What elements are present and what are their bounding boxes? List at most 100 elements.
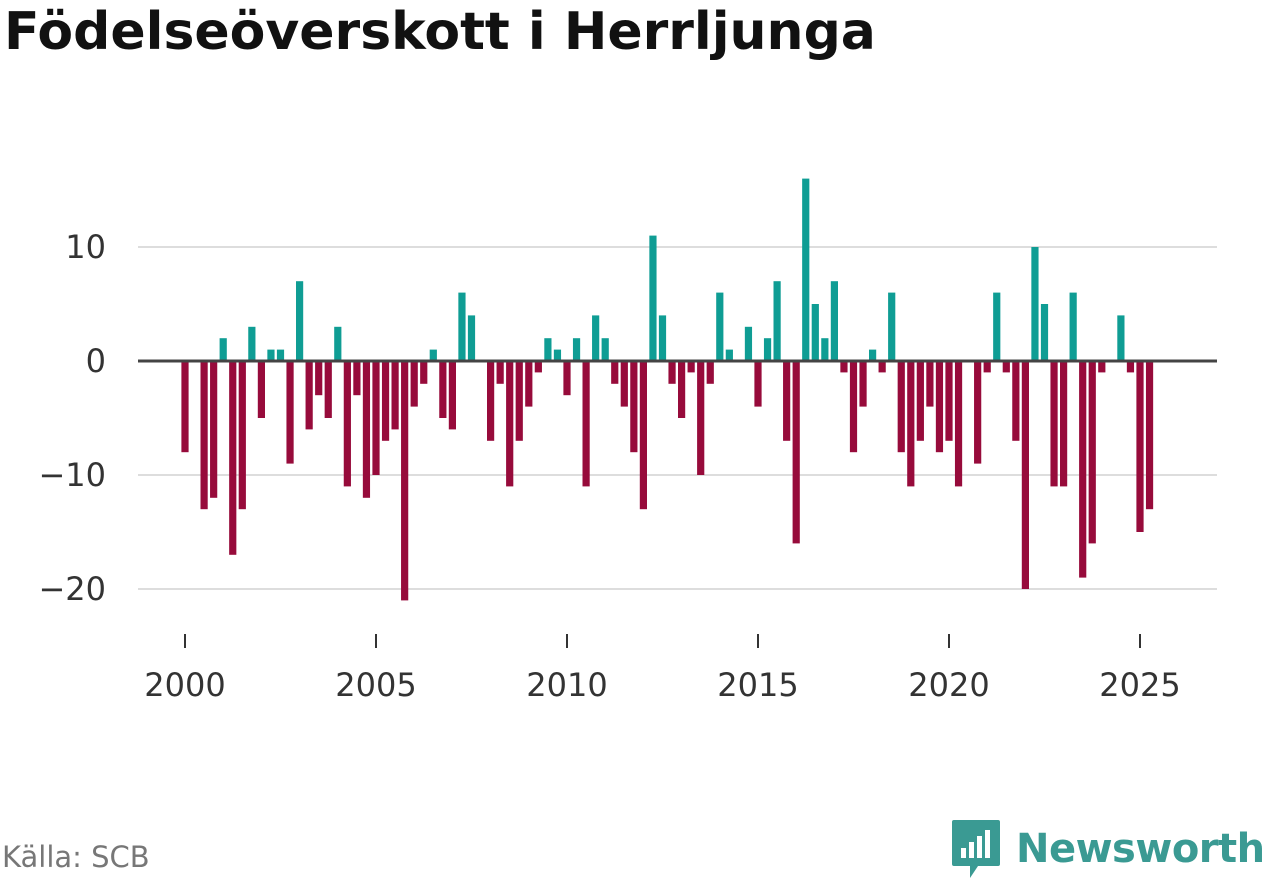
bar bbox=[372, 361, 380, 475]
bar bbox=[1040, 304, 1049, 361]
bar bbox=[1012, 361, 1020, 441]
bar bbox=[773, 281, 781, 361]
bar bbox=[381, 361, 390, 441]
bar bbox=[811, 304, 819, 361]
bar bbox=[267, 349, 275, 361]
bar bbox=[401, 361, 409, 601]
bar bbox=[1126, 361, 1135, 373]
bar bbox=[1002, 361, 1010, 373]
bar bbox=[553, 349, 562, 361]
bar bbox=[229, 361, 237, 555]
bar bbox=[525, 361, 533, 407]
bar bbox=[620, 361, 628, 407]
bar bbox=[487, 361, 495, 441]
bar bbox=[1098, 361, 1106, 373]
bar bbox=[286, 361, 294, 464]
bar bbox=[878, 361, 886, 373]
bar bbox=[334, 326, 342, 361]
bar bbox=[1069, 292, 1077, 361]
bar bbox=[248, 326, 256, 361]
bar bbox=[458, 292, 466, 361]
source-label: Källa: SCB bbox=[2, 840, 150, 874]
bar bbox=[506, 361, 514, 487]
bar bbox=[1117, 315, 1125, 361]
y-tick-label: 10 bbox=[65, 228, 106, 266]
bar bbox=[926, 361, 934, 407]
bar bbox=[515, 361, 523, 441]
bar bbox=[706, 361, 714, 384]
y-tick-label: −10 bbox=[38, 456, 106, 494]
x-tick-label: 2005 bbox=[335, 666, 416, 704]
bar bbox=[391, 361, 399, 430]
bar bbox=[821, 338, 829, 361]
x-tick-label: 2010 bbox=[526, 666, 607, 704]
bar bbox=[697, 361, 705, 475]
bar bbox=[630, 361, 638, 453]
bar bbox=[725, 349, 733, 361]
bar bbox=[993, 292, 1001, 361]
bar bbox=[649, 235, 657, 361]
bar-layer bbox=[181, 178, 1154, 601]
bar bbox=[343, 361, 351, 487]
x-tick-label: 2025 bbox=[1099, 666, 1180, 704]
bar bbox=[219, 338, 227, 361]
bar bbox=[945, 361, 953, 441]
newsworthy-logo-icon bbox=[952, 820, 1000, 878]
bar bbox=[830, 281, 838, 361]
bar bbox=[639, 361, 647, 510]
bar bbox=[897, 361, 905, 453]
bar bbox=[601, 338, 609, 361]
bar bbox=[840, 361, 848, 373]
y-tick-label: 0 bbox=[86, 342, 106, 380]
newsworthy-logo: Newsworthy bbox=[950, 818, 1262, 880]
bar bbox=[448, 361, 456, 430]
bar bbox=[716, 292, 724, 361]
bar bbox=[496, 361, 504, 384]
bar bbox=[849, 361, 858, 453]
bar bbox=[974, 361, 982, 464]
bar bbox=[544, 338, 552, 361]
bar bbox=[276, 349, 285, 361]
bar bbox=[754, 361, 762, 407]
bar bbox=[582, 361, 590, 487]
bar bbox=[763, 338, 772, 361]
chart-title: Födelseöverskott i Herrljunga bbox=[4, 2, 876, 62]
bar bbox=[954, 361, 963, 487]
bar bbox=[888, 292, 896, 361]
bar bbox=[783, 361, 791, 441]
bar bbox=[181, 361, 189, 453]
axis-layer: 10 0 −10 −20 2000 2005 2010 2015 2020 2025 bbox=[38, 228, 1217, 704]
bar bbox=[1088, 361, 1096, 544]
bar bbox=[238, 361, 246, 510]
bar bbox=[210, 361, 218, 498]
bar bbox=[983, 361, 991, 373]
bar bbox=[1079, 361, 1087, 578]
bar bbox=[1136, 361, 1144, 532]
bar bbox=[1031, 247, 1039, 361]
x-tick-label: 2015 bbox=[717, 666, 798, 704]
bar bbox=[668, 361, 676, 384]
bar bbox=[869, 349, 877, 361]
bar bbox=[859, 361, 867, 407]
bar bbox=[802, 178, 810, 361]
bar bbox=[305, 361, 313, 430]
bar bbox=[611, 361, 619, 384]
bar bbox=[1050, 361, 1058, 487]
bar bbox=[744, 326, 753, 361]
bar bbox=[678, 361, 686, 418]
bar bbox=[563, 361, 571, 396]
brand-name: Newsworthy bbox=[1016, 826, 1262, 872]
bar bbox=[257, 361, 265, 418]
x-tick-label: 2020 bbox=[908, 666, 989, 704]
bar bbox=[200, 361, 208, 510]
bar bbox=[1145, 361, 1154, 510]
bar bbox=[315, 361, 323, 396]
bar bbox=[592, 315, 600, 361]
bar bbox=[792, 361, 800, 544]
bar bbox=[907, 361, 915, 487]
bar bbox=[572, 338, 581, 361]
bar bbox=[439, 361, 447, 418]
bar-chart: 10 0 −10 −20 2000 2005 2010 2015 2020 2025 bbox=[38, 178, 1217, 704]
bar bbox=[1060, 361, 1068, 487]
bar bbox=[420, 361, 428, 384]
